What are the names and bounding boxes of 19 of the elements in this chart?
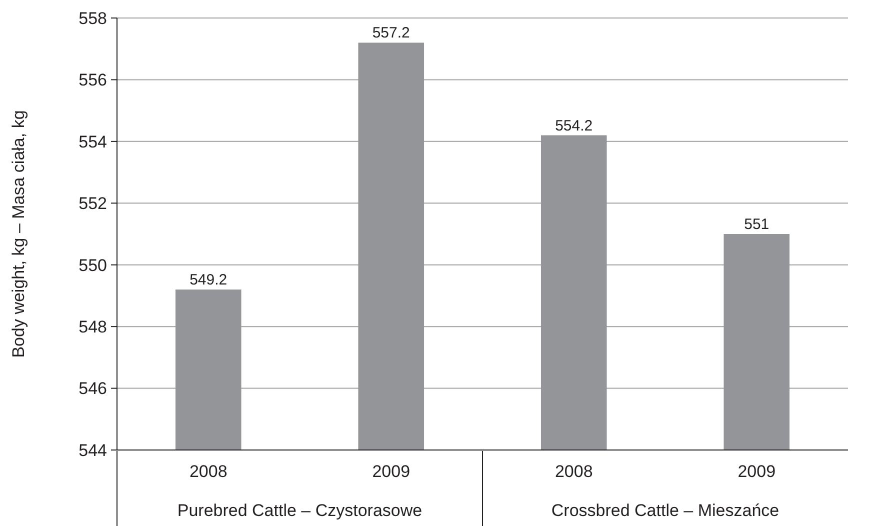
x-tick-label: 2009 [738,462,776,481]
y-tick-label: 556 [78,70,107,90]
y-tick-label: 558 [78,8,107,28]
y-tick-label: 550 [78,256,107,275]
data-label: 557.2 [372,24,410,42]
text: Crossbred Cattle – Mieszańce [551,501,780,520]
y-tick-label: 544 [78,440,107,460]
x-tick-label: 2009 [372,462,410,481]
y-tick-label: 554 [78,132,107,152]
data-label: 551 [744,216,770,233]
x-tick-label: 2008 [554,462,593,481]
y-tick-label: 548 [78,318,107,337]
y-axis-title: Body weight, kg – Masa ciała, kg [9,110,28,358]
data-label: 554.2 [555,117,593,134]
y-tick-label: 546 [78,379,107,398]
x-tick-label: 2008 [189,462,228,481]
y-tick-label: 552 [78,194,107,214]
data-label: 549.2 [190,272,228,289]
text: Purebred Cattle – Czystorasowe [177,501,422,520]
